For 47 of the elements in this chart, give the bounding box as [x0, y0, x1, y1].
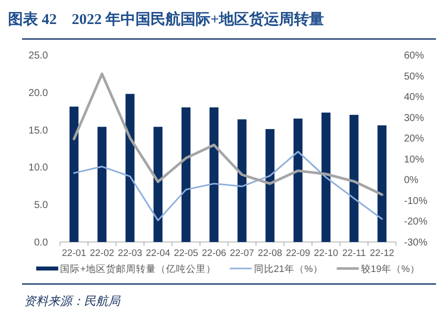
x-tick-label: 22-07 [230, 248, 254, 259]
y2-tick-label: -10% [404, 196, 428, 207]
y2-tick-label: 50% [404, 71, 424, 82]
x-tick-label: 22-01 [62, 248, 86, 259]
bar [378, 125, 386, 242]
x-tick-label: 22-02 [90, 248, 114, 259]
bar [238, 119, 246, 242]
bar [210, 107, 218, 242]
bar [126, 94, 134, 242]
bar [98, 126, 106, 242]
y-tick-label: 20.0 [28, 88, 48, 99]
y-tick-label: 25.0 [28, 50, 48, 62]
bar [182, 107, 190, 242]
legend-label: 国际+地区货邮周转量（亿吨公里） [60, 263, 216, 275]
y-tick-label: 5.0 [34, 200, 48, 212]
chart-title: 图表 42 2022 年中国民航国际+地区货运周转量 [8, 10, 324, 28]
x-tick-label: 22-04 [146, 248, 170, 259]
legend-label: 较19年（%） [360, 263, 420, 275]
y2-tick-label: 0% [404, 175, 419, 186]
y2-tick-label: 30% [404, 112, 424, 124]
y-tick-label: 10.0 [28, 162, 48, 174]
y2-tick-label: 40% [404, 92, 424, 104]
x-tick-label: 22-08 [258, 248, 282, 259]
line-series [72, 72, 384, 196]
y2-tick-label: -30% [404, 238, 428, 248]
x-tick-label: 22-11 [342, 248, 366, 259]
x-tick-label: 22-06 [202, 248, 226, 259]
y2-tick-label: -20% [404, 216, 428, 228]
legend-label: 同比21年（%） [254, 263, 323, 275]
bar [154, 126, 162, 242]
text: 资料来源：民航局 [24, 294, 121, 308]
bar [322, 112, 330, 242]
bar [266, 129, 274, 242]
bar [350, 114, 358, 242]
bar [294, 118, 302, 242]
y2-tick-label: 10% [404, 154, 424, 166]
x-tick-label: 22-10 [314, 248, 338, 259]
x-tick-label: 22-12 [370, 248, 394, 259]
y-tick-label: 0.0 [34, 238, 48, 248]
x-tick-label: 22-05 [174, 248, 198, 259]
y2-tick-label: 20% [404, 134, 424, 145]
x-tick-label: 22-09 [286, 248, 310, 259]
bar [70, 106, 78, 242]
line-series [73, 150, 383, 222]
y2-tick-label: 60% [404, 50, 424, 62]
x-tick-label: 22-03 [118, 248, 142, 259]
y-tick-label: 15.0 [28, 125, 48, 136]
